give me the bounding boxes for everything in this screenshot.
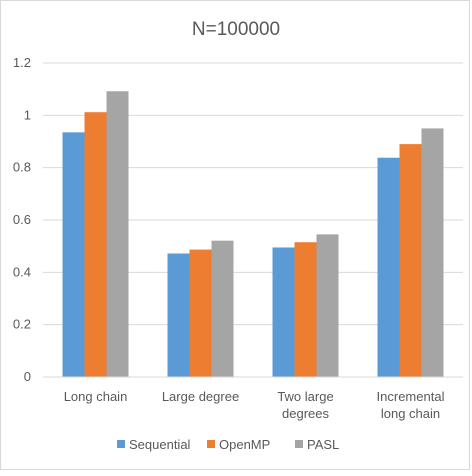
x-category-label: Large degree [162, 389, 239, 404]
bar-sequential-2 [273, 247, 295, 377]
bar-sequential-1 [168, 253, 190, 377]
x-category-label: degrees [282, 406, 329, 421]
y-tick-label: 0.8 [13, 160, 31, 175]
x-category-label: Two large [277, 389, 333, 404]
bar-sequential-3 [378, 158, 400, 377]
legend-swatch-sequential [117, 440, 125, 448]
x-category-label: long chain [381, 406, 440, 421]
y-axis-ticks: 0 0.2 0.4 0.6 0.8 1 1.2 [13, 55, 31, 384]
bar-pasl-3 [422, 128, 444, 377]
bar-pasl-0 [107, 91, 129, 377]
bars [63, 91, 444, 377]
legend-label-openmp: OpenMP [219, 437, 270, 452]
legend-label-sequential: Sequential [129, 437, 191, 452]
chart-title: N=100000 [192, 19, 280, 40]
bar-pasl-2 [317, 234, 339, 377]
legend: Sequential OpenMP PASL [117, 437, 339, 452]
x-category-label: Incremental [377, 389, 445, 404]
y-tick-label: 0.4 [13, 264, 31, 279]
y-tick-label: 0 [24, 369, 31, 384]
x-category-label: Long chain [64, 389, 128, 404]
legend-swatch-openmp [207, 440, 215, 448]
bar-openmp-3 [400, 144, 422, 377]
y-tick-label: 0.6 [13, 212, 31, 227]
legend-swatch-pasl [295, 440, 303, 448]
y-tick-label: 1.2 [13, 55, 31, 70]
x-axis-categories: Long chain Large degree Two large degrees In… [64, 389, 445, 421]
bar-openmp-1 [190, 250, 212, 377]
bar-openmp-0 [85, 112, 107, 377]
bar-pasl-1 [212, 241, 234, 377]
bar-openmp-2 [295, 242, 317, 377]
legend-label-pasl: PASL [307, 437, 339, 452]
bar-sequential-0 [63, 132, 85, 377]
y-tick-label: 1 [24, 107, 31, 122]
y-tick-label: 0.2 [13, 317, 31, 332]
